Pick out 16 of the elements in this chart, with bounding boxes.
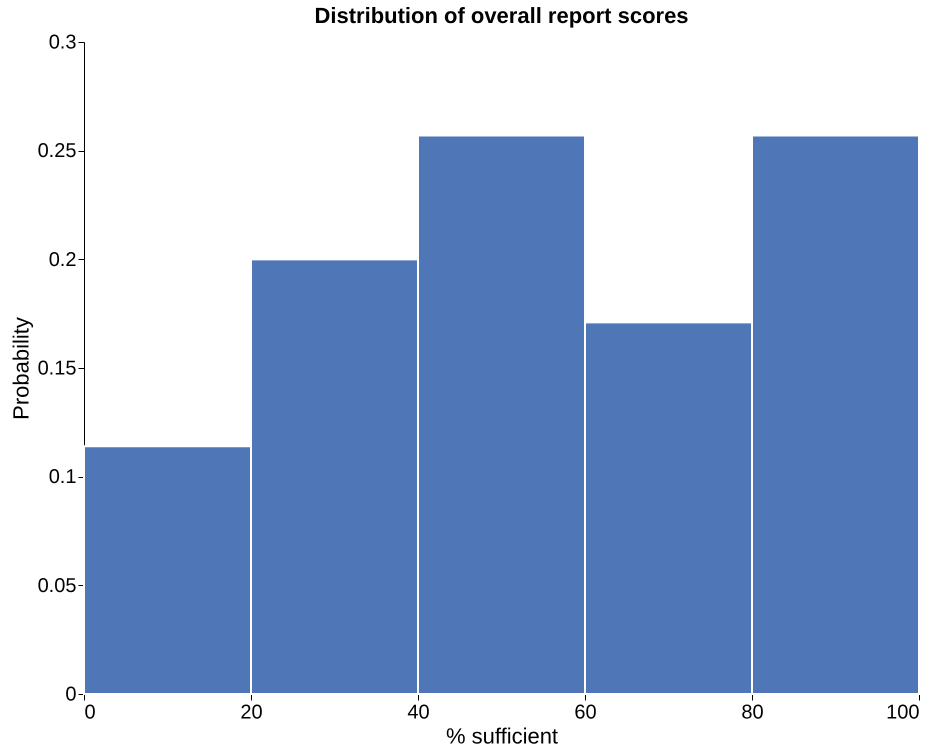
x-tick-label: 60: [574, 702, 597, 724]
y-tick-label: 0.1: [48, 466, 76, 488]
y-axis-title: Probability: [8, 317, 34, 420]
y-tick-label: 0.05: [38, 574, 76, 597]
x-tick-label: 0: [84, 702, 96, 724]
y-tick-label: 0: [65, 684, 76, 706]
chart-title: Distribution of overall report scores: [314, 3, 689, 28]
x-tick-label: 100: [886, 702, 920, 724]
y-tick-label: 0.2: [48, 248, 76, 271]
x-tick-label: 80: [741, 702, 764, 724]
x-axis-title: % sufficient: [446, 724, 558, 748]
y-tick-label: 0.15: [38, 358, 76, 380]
y-tick-label: 0.25: [38, 140, 76, 162]
y-tick-label: 0.3: [48, 32, 76, 54]
x-tick-label: 40: [407, 702, 430, 724]
x-tick-label: 20: [240, 702, 263, 724]
